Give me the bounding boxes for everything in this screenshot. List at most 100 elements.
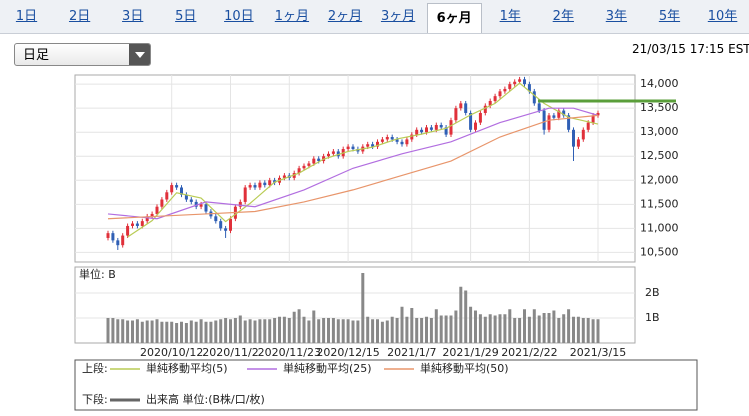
volume-bar	[390, 316, 394, 343]
candle-body	[469, 112, 473, 130]
volume-bar	[527, 316, 531, 343]
candle-body	[503, 88, 507, 92]
candle-body	[131, 223, 134, 226]
period-tab[interactable]: 10年	[707, 9, 738, 24]
candle-body	[596, 112, 600, 116]
volume-bar	[576, 316, 580, 343]
volume-bar	[126, 320, 130, 343]
y-tick-label: 12,000	[640, 173, 679, 186]
period-tab[interactable]: 1日	[15, 9, 38, 24]
volume-bar	[449, 315, 453, 343]
volume-bar	[361, 273, 365, 343]
volume-bar	[243, 320, 247, 343]
period-tabs: 1日 2日 3日 5日 10日 1ヶ月 2ヶ月 3ヶ月 6ヶ月 1年 2年 3年 5年 10年	[0, 0, 749, 34]
y-tick-label: 1B	[645, 311, 660, 324]
candle-body	[518, 79, 522, 82]
period-tab[interactable]: 5日	[175, 9, 197, 24]
candle-body	[268, 180, 272, 186]
volume-bar	[562, 314, 566, 343]
candle-body	[248, 185, 252, 188]
candle-body	[557, 110, 561, 118]
candle-body	[581, 129, 585, 140]
candle-body	[170, 185, 174, 193]
volume-bar	[336, 319, 340, 343]
volume-bar	[302, 316, 306, 343]
period-tab[interactable]: 5年	[658, 9, 681, 24]
volume-bar	[547, 313, 551, 343]
volume-bar	[395, 318, 399, 343]
x-tick-label: 2020/10/12	[140, 346, 203, 359]
candle-body	[532, 91, 536, 104]
volume-bar	[253, 320, 257, 343]
candle-body	[405, 139, 409, 145]
legend-label: 単純移動平均(50)	[420, 361, 509, 375]
candle-body	[175, 185, 179, 188]
volume-bar	[135, 319, 139, 343]
volume-bar	[297, 309, 301, 343]
volume-bar	[400, 306, 404, 343]
volume-bar	[150, 320, 154, 343]
candle-body	[439, 124, 443, 128]
candle-body	[586, 122, 590, 130]
candle-body	[111, 233, 115, 241]
volume-bar	[581, 318, 585, 343]
volume-bar	[248, 319, 252, 343]
volume-bar	[459, 286, 463, 343]
candle-body	[253, 185, 257, 188]
volume-bar	[596, 319, 600, 343]
candle-body	[562, 110, 566, 116]
volume-bar	[219, 319, 223, 343]
price-frame	[74, 74, 636, 263]
volume-bar	[425, 316, 428, 343]
y-tick-label: 11,000	[640, 221, 679, 234]
candle-body	[552, 115, 556, 118]
period-tab[interactable]: 10日	[224, 9, 254, 24]
candle-body	[478, 112, 482, 123]
volume-bar	[346, 319, 350, 343]
volume-bar	[307, 320, 311, 343]
volume-bar	[327, 318, 330, 343]
period-tab[interactable]: 2ヶ月	[327, 9, 363, 24]
volume-bar	[474, 310, 477, 343]
volume-bar	[380, 321, 384, 343]
volume-bar	[498, 314, 502, 343]
volume-bar	[273, 318, 277, 343]
x-tick-label: 2021/2/22	[501, 346, 557, 359]
volume-bar	[444, 315, 448, 343]
volume-bar	[351, 320, 355, 343]
period-tab[interactable]: 6ヶ月	[426, 3, 482, 33]
period-tab[interactable]: 1ヶ月	[274, 9, 310, 24]
candle-body	[493, 96, 497, 101]
volume-bar	[170, 321, 174, 343]
candle-body	[258, 182, 262, 188]
volume-bar	[572, 316, 575, 343]
volume-bar	[518, 318, 522, 343]
period-tab[interactable]: 3ヶ月	[380, 9, 416, 24]
candle-body	[483, 105, 487, 113]
candle-body	[513, 81, 517, 85]
candle-body	[454, 108, 458, 121]
candle-body	[376, 141, 379, 147]
volume-bar	[278, 316, 281, 343]
candle-body	[145, 216, 149, 222]
interval-dropdown[interactable]: 日足	[14, 43, 151, 66]
period-tab[interactable]: 2年	[552, 9, 574, 24]
period-tab[interactable]: 3日	[122, 9, 144, 24]
period-tab[interactable]: 3年	[605, 9, 628, 24]
candle-body	[214, 216, 218, 222]
y-tick-label: 12,500	[640, 149, 679, 162]
volume-bar	[322, 318, 326, 343]
volume-bar	[204, 321, 208, 343]
period-tab[interactable]: 2日	[68, 9, 91, 24]
period-tab[interactable]: 1年	[499, 9, 521, 24]
volume-bar	[523, 309, 526, 343]
volume-bar	[415, 318, 419, 343]
candle-body	[346, 146, 350, 150]
volume-bar	[209, 321, 213, 343]
dropdown-button[interactable]	[129, 44, 150, 65]
volume-bar	[317, 319, 321, 343]
moving-average-line	[107, 107, 599, 220]
x-tick-label: 2021/3/15	[570, 346, 626, 359]
legend-label: 単純移動平均(5)	[146, 361, 228, 375]
